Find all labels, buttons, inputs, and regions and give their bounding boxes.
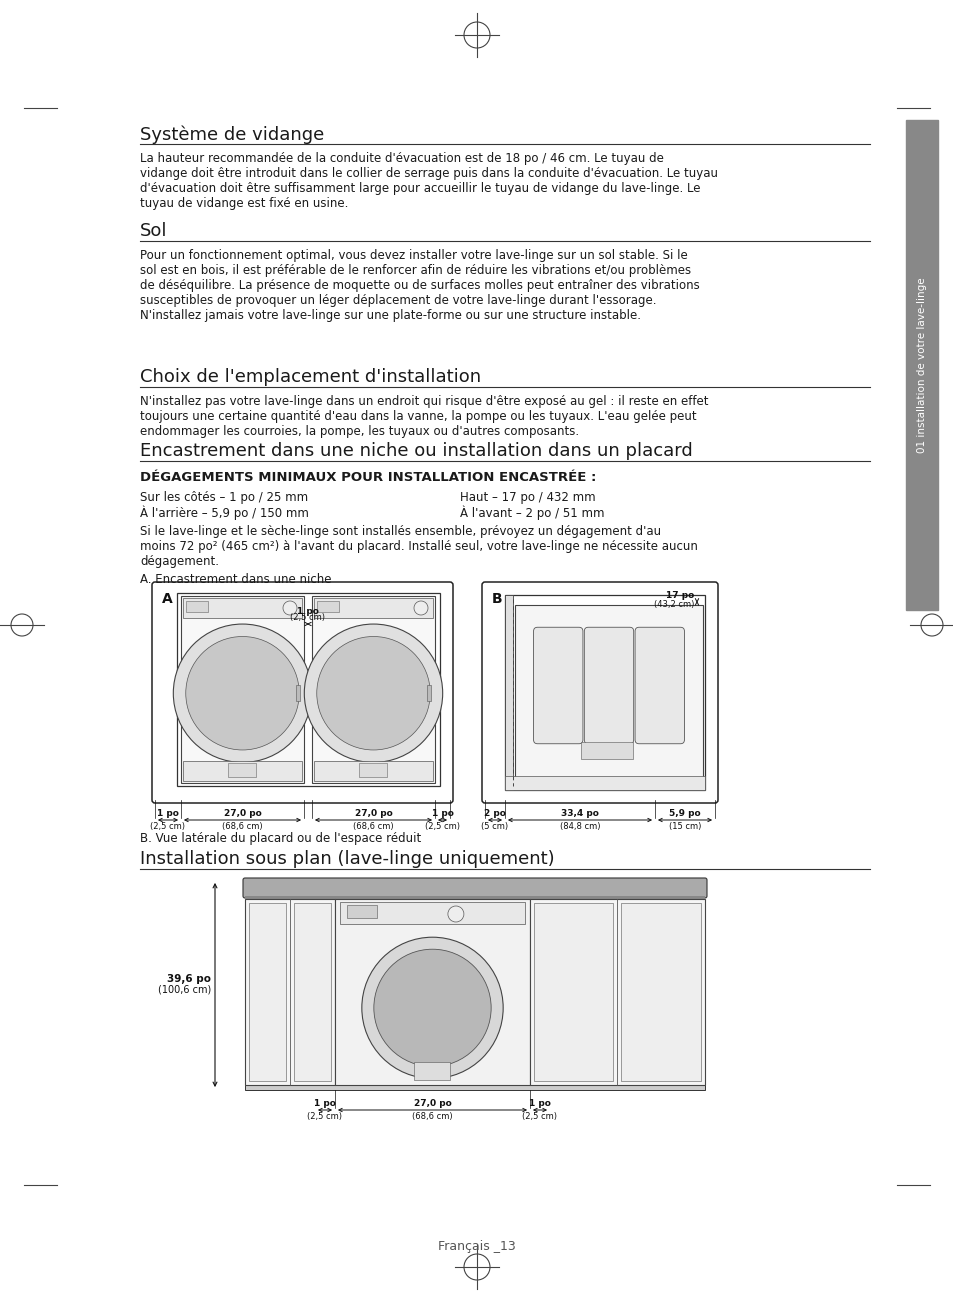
Bar: [183, 598, 302, 618]
Bar: [504, 595, 704, 790]
Text: Sol: Sol: [140, 223, 168, 240]
Text: La hauteur recommandée de la conduite d'évacuation est de 18 po / 46 cm. Le tuya: La hauteur recommandée de la conduite d'…: [140, 152, 718, 210]
Text: A. Encastrement dans une niche: A. Encastrement dans une niche: [140, 573, 331, 586]
Bar: [314, 598, 433, 618]
FancyBboxPatch shape: [635, 628, 683, 743]
Text: À l'arrière – 5,9 po / 150 mm: À l'arrière – 5,9 po / 150 mm: [140, 506, 309, 521]
Text: Français _13: Français _13: [437, 1240, 516, 1253]
Circle shape: [361, 937, 502, 1078]
Text: 1 po: 1 po: [529, 1099, 551, 1108]
Text: Système de vidange: Système de vidange: [140, 125, 324, 143]
Text: 1 po: 1 po: [296, 607, 318, 616]
Bar: [245, 896, 704, 898]
Bar: [183, 760, 302, 781]
Bar: [534, 904, 613, 1081]
FancyBboxPatch shape: [533, 628, 582, 743]
Text: Choix de l'emplacement d'installation: Choix de l'emplacement d'installation: [140, 368, 480, 385]
Text: (68,6 cm): (68,6 cm): [222, 822, 262, 831]
Bar: [245, 1085, 704, 1090]
Text: (84,8 cm): (84,8 cm): [559, 822, 599, 831]
Circle shape: [304, 624, 442, 763]
Text: (100,6 cm): (100,6 cm): [157, 986, 211, 995]
Bar: [358, 763, 387, 777]
Text: Encastrement dans une niche ou installation dans un placard: Encastrement dans une niche ou installat…: [140, 441, 692, 460]
Text: (68,6 cm): (68,6 cm): [412, 1112, 453, 1121]
Bar: [312, 596, 435, 783]
Bar: [181, 596, 304, 783]
Circle shape: [283, 602, 296, 615]
Bar: [504, 595, 513, 790]
Bar: [314, 760, 433, 781]
Bar: [245, 898, 335, 1085]
Text: N'installez pas votre lave-linge dans un endroit qui risque d'être exposé au gel: N'installez pas votre lave-linge dans un…: [140, 395, 708, 437]
Text: 17 po: 17 po: [665, 591, 693, 600]
Text: (5 cm): (5 cm): [481, 822, 508, 831]
Bar: [580, 742, 633, 759]
Text: 39,6 po: 39,6 po: [167, 974, 211, 984]
Bar: [228, 763, 255, 777]
Circle shape: [374, 949, 491, 1066]
Text: (2,5 cm): (2,5 cm): [307, 1112, 342, 1121]
Text: (43,2 cm): (43,2 cm): [653, 600, 693, 609]
Text: (68,6 cm): (68,6 cm): [353, 822, 394, 831]
Text: 1 po: 1 po: [431, 809, 453, 818]
Text: Pour un fonctionnement optimal, vous devez installer votre lave-linge sur un sol: Pour un fonctionnement optimal, vous dev…: [140, 249, 699, 322]
Bar: [294, 904, 331, 1081]
Circle shape: [447, 906, 463, 922]
Text: Haut – 17 po / 432 mm: Haut – 17 po / 432 mm: [459, 491, 595, 504]
Bar: [515, 605, 702, 780]
Text: (2,5 cm): (2,5 cm): [424, 822, 459, 831]
Bar: [504, 776, 704, 790]
Circle shape: [316, 637, 430, 750]
Circle shape: [414, 602, 428, 615]
Text: (2,5 cm): (2,5 cm): [151, 822, 185, 831]
Text: DÉGAGEMENTS MINIMAUX POUR INSTALLATION ENCASTRÉE :: DÉGAGEMENTS MINIMAUX POUR INSTALLATION E…: [140, 471, 596, 484]
Text: (2,5 cm): (2,5 cm): [522, 1112, 557, 1121]
Bar: [177, 592, 439, 786]
Text: (2,5 cm): (2,5 cm): [291, 613, 325, 622]
Text: B. Vue latérale du placard ou de l'espace réduit: B. Vue latérale du placard ou de l'espac…: [140, 832, 421, 845]
Text: 01 installation de votre lave-linge: 01 installation de votre lave-linge: [916, 277, 926, 453]
Bar: [249, 904, 286, 1081]
Bar: [335, 898, 530, 1085]
Bar: [339, 902, 524, 924]
Text: 27,0 po: 27,0 po: [414, 1099, 451, 1108]
Text: 33,4 po: 33,4 po: [560, 809, 598, 818]
Text: 1 po: 1 po: [314, 1099, 335, 1108]
Text: A: A: [162, 592, 172, 605]
Text: (15 cm): (15 cm): [668, 822, 700, 831]
Bar: [905, 120, 937, 611]
Bar: [316, 602, 338, 612]
Bar: [186, 602, 208, 612]
FancyBboxPatch shape: [243, 878, 706, 898]
Text: Sur les côtés – 1 po / 25 mm: Sur les côtés – 1 po / 25 mm: [140, 491, 308, 504]
Bar: [347, 905, 376, 918]
Text: B: B: [492, 592, 502, 605]
Text: 1 po: 1 po: [157, 809, 179, 818]
Text: Si le lave-linge et le sèche-linge sont installés ensemble, prévoyez un dégageme: Si le lave-linge et le sèche-linge sont …: [140, 525, 698, 568]
Circle shape: [173, 624, 312, 763]
Circle shape: [186, 637, 299, 750]
Bar: [427, 685, 431, 702]
FancyBboxPatch shape: [583, 628, 633, 743]
Text: Installation sous plan (lave-linge uniquement): Installation sous plan (lave-linge uniqu…: [140, 850, 554, 868]
Bar: [620, 904, 700, 1081]
Text: 27,0 po: 27,0 po: [223, 809, 261, 818]
Text: 27,0 po: 27,0 po: [355, 809, 392, 818]
Text: 2 po: 2 po: [483, 809, 505, 818]
Bar: [295, 685, 299, 702]
Bar: [530, 898, 704, 1085]
Bar: [414, 1062, 450, 1079]
Text: 5,9 po: 5,9 po: [668, 809, 700, 818]
Text: À l'avant – 2 po / 51 mm: À l'avant – 2 po / 51 mm: [459, 506, 604, 521]
